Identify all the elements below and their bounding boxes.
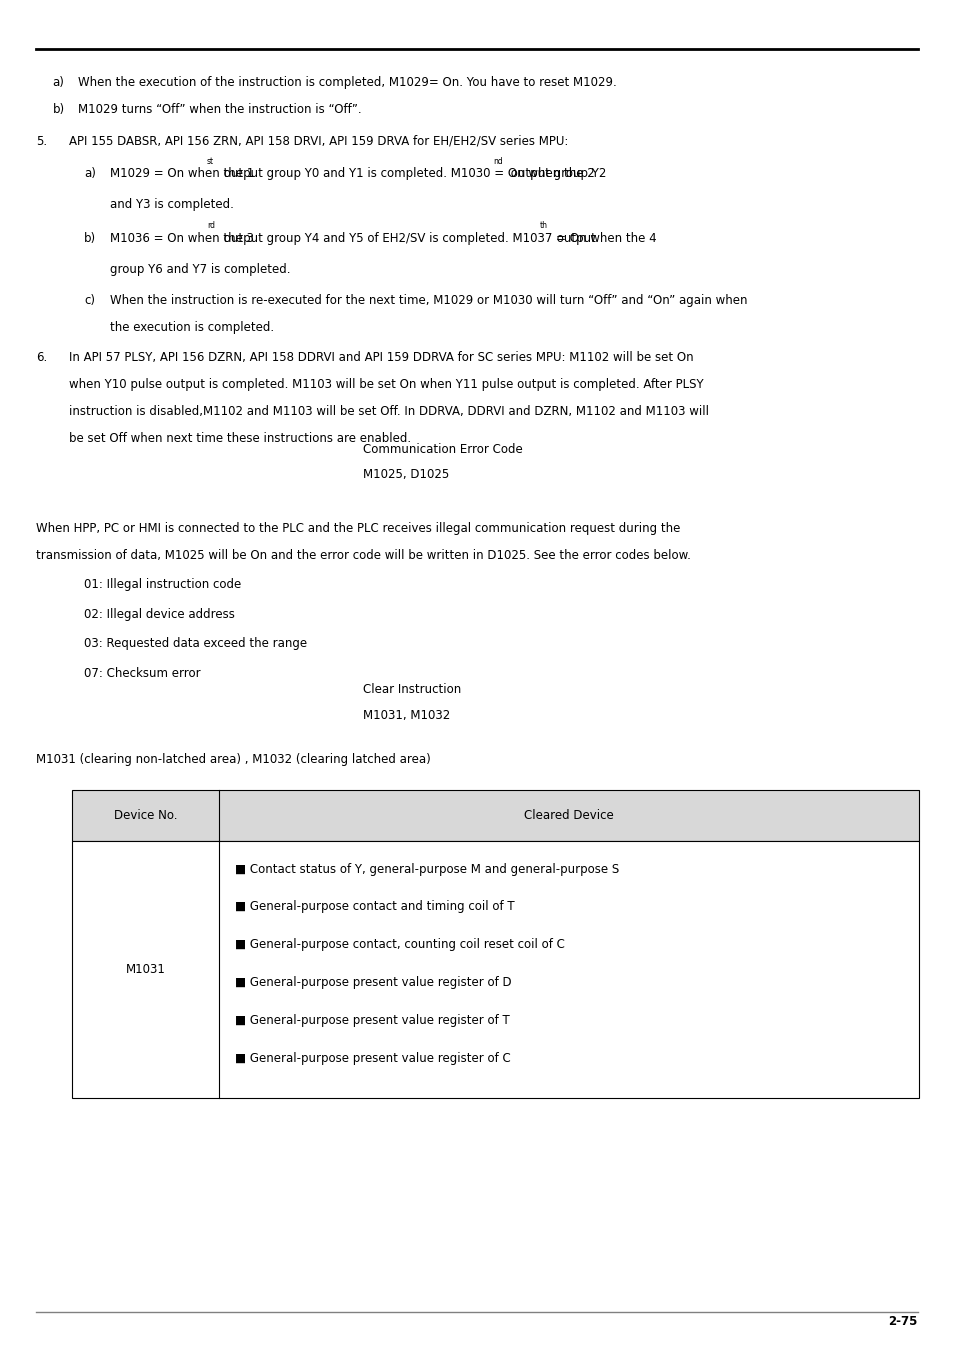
Text: group Y6 and Y7 is completed.: group Y6 and Y7 is completed. bbox=[110, 263, 290, 277]
Text: ■ General-purpose present value register of T: ■ General-purpose present value register… bbox=[234, 1014, 509, 1027]
Text: 5.: 5. bbox=[36, 135, 48, 148]
Text: ■ General-purpose present value register of D: ■ General-purpose present value register… bbox=[234, 976, 511, 990]
Bar bbox=[71, 790, 918, 841]
Text: M1025, D1025: M1025, D1025 bbox=[362, 468, 448, 482]
Text: Device No.: Device No. bbox=[113, 809, 177, 822]
Text: ■ General-purpose contact and timing coil of T: ■ General-purpose contact and timing coi… bbox=[234, 900, 514, 914]
Text: rd: rd bbox=[207, 221, 214, 231]
Text: th: th bbox=[539, 221, 547, 231]
Text: output group Y4 and Y5 of EH2/SV is completed. M1037 = On when the 4: output group Y4 and Y5 of EH2/SV is comp… bbox=[220, 232, 657, 246]
Text: When the instruction is re-executed for the next time, M1029 or M1030 will turn : When the instruction is re-executed for … bbox=[110, 294, 746, 308]
Text: output group Y0 and Y1 is completed. M1030 = On when the 2: output group Y0 and Y1 is completed. M10… bbox=[220, 167, 595, 181]
Text: st: st bbox=[207, 157, 213, 166]
Text: 07: Checksum error: 07: Checksum error bbox=[84, 667, 200, 680]
Text: ■ General-purpose contact, counting coil reset coil of C: ■ General-purpose contact, counting coil… bbox=[234, 938, 564, 952]
Text: API 155 DABSR, API 156 ZRN, API 158 DRVI, API 159 DRVA for EH/EH2/SV series MPU:: API 155 DABSR, API 156 ZRN, API 158 DRVI… bbox=[69, 135, 567, 148]
Text: 02: Illegal device address: 02: Illegal device address bbox=[84, 608, 234, 621]
Text: When HPP, PC or HMI is connected to the PLC and the PLC receives illegal communi: When HPP, PC or HMI is connected to the … bbox=[36, 522, 679, 536]
Text: When the execution of the instruction is completed, M1029= On. You have to reset: When the execution of the instruction is… bbox=[78, 76, 617, 89]
Text: transmission of data, M1025 will be On and the error code will be written in D10: transmission of data, M1025 will be On a… bbox=[36, 549, 690, 563]
Text: M1031, M1032: M1031, M1032 bbox=[362, 709, 449, 722]
Text: Clear Instruction: Clear Instruction bbox=[362, 683, 460, 697]
Bar bbox=[71, 841, 918, 1098]
Text: the execution is completed.: the execution is completed. bbox=[110, 321, 274, 335]
Text: M1031 (clearing non-latched area) , M1032 (clearing latched area): M1031 (clearing non-latched area) , M103… bbox=[36, 753, 431, 767]
Text: M1036 = On when the 3: M1036 = On when the 3 bbox=[110, 232, 253, 246]
Text: a): a) bbox=[84, 167, 95, 181]
Text: 2-75: 2-75 bbox=[887, 1315, 917, 1328]
Text: M1031: M1031 bbox=[126, 963, 165, 976]
Text: nd: nd bbox=[493, 157, 502, 166]
Text: b): b) bbox=[84, 232, 96, 246]
Text: when Y10 pulse output is completed. M1103 will be set On when Y11 pulse output i: when Y10 pulse output is completed. M110… bbox=[69, 378, 702, 392]
Text: ■ General-purpose present value register of C: ■ General-purpose present value register… bbox=[234, 1052, 510, 1065]
Text: a): a) bbox=[52, 76, 64, 89]
Text: instruction is disabled,M1102 and M1103 will be set Off. In DDRVA, DDRVI and DZR: instruction is disabled,M1102 and M1103 … bbox=[69, 405, 708, 418]
Text: In API 57 PLSY, API 156 DZRN, API 158 DDRVI and API 159 DDRVA for SC series MPU:: In API 57 PLSY, API 156 DZRN, API 158 DD… bbox=[69, 351, 693, 364]
Text: M1029 turns “Off” when the instruction is “Off”.: M1029 turns “Off” when the instruction i… bbox=[78, 103, 361, 116]
Text: be set Off when next time these instructions are enabled.: be set Off when next time these instruct… bbox=[69, 432, 411, 446]
Text: 6.: 6. bbox=[36, 351, 48, 364]
Text: M1029 = On when the 1: M1029 = On when the 1 bbox=[110, 167, 253, 181]
Text: 01: Illegal instruction code: 01: Illegal instruction code bbox=[84, 578, 241, 591]
Text: output: output bbox=[553, 232, 595, 246]
Text: 03: Requested data exceed the range: 03: Requested data exceed the range bbox=[84, 637, 307, 651]
Text: ■ Contact status of Y, general-purpose M and general-purpose S: ■ Contact status of Y, general-purpose M… bbox=[234, 863, 618, 876]
Text: Communication Error Code: Communication Error Code bbox=[362, 443, 521, 456]
Text: Cleared Device: Cleared Device bbox=[523, 809, 614, 822]
Text: c): c) bbox=[84, 294, 95, 308]
Text: output group Y2: output group Y2 bbox=[506, 167, 605, 181]
Text: and Y3 is completed.: and Y3 is completed. bbox=[110, 198, 233, 212]
Text: b): b) bbox=[52, 103, 65, 116]
